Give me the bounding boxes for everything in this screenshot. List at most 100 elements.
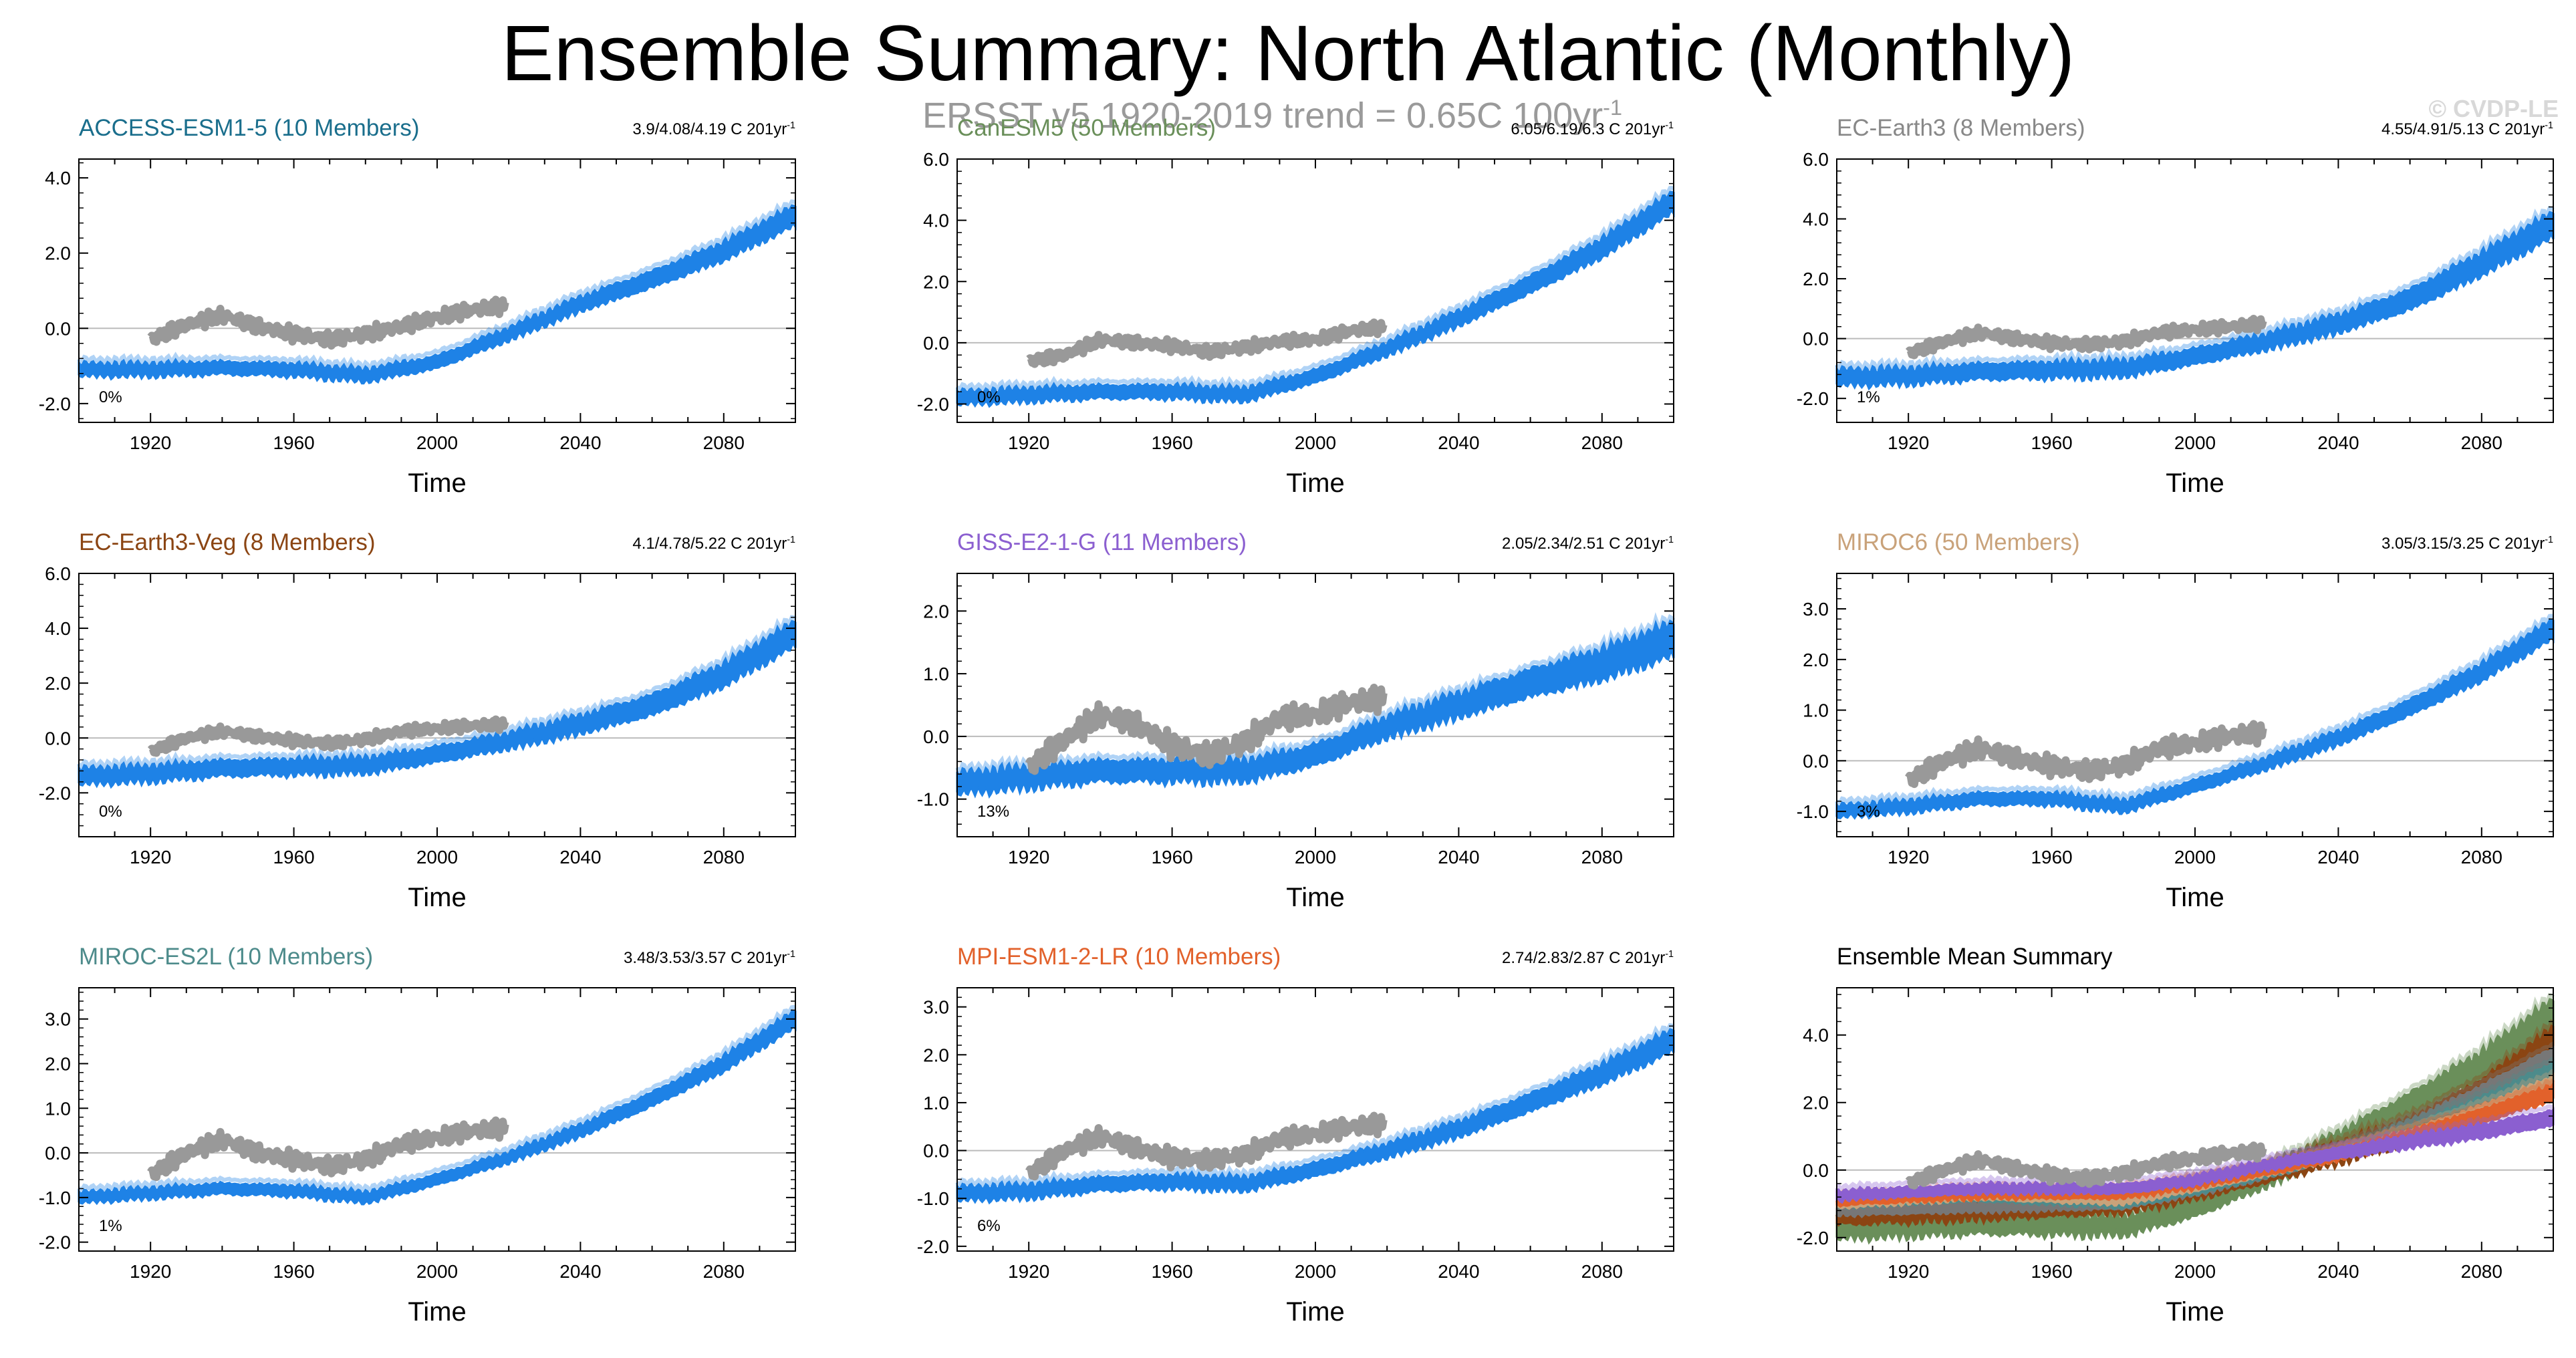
y-tick-label: 2.0 [923,601,949,622]
plot-area: 1920 1960 2000 2040 2080 -1.0 0.0 1.0 2.0 13% Time [917,573,1676,912]
y-tick-label: 0.0 [1803,751,1829,771]
series-ersst-v5 [1025,684,1388,775]
x-tick-label: 2080 [1581,847,1623,867]
y-tick-label: 1.0 [923,664,949,684]
series-ensemble-range [956,190,1675,408]
x-tick-label: 2000 [1295,847,1336,867]
plot-frame [956,573,1674,837]
plot-area: 1920 1960 2000 2040 2080 -2.0 -1.0 0.0 1.0 2.0 3.0… [39,987,797,1327]
x-tick-label: 1920 [130,847,171,867]
y-tick-label: -1.0 [39,1188,71,1208]
trend-label: 6.05/6.19/6.3 C 201yr-1 [1511,120,1674,139]
x-tick-label: 2000 [2174,432,2216,453]
x-tick-label: 2000 [416,1261,458,1282]
ensemble-spread [1836,1104,2555,1192]
x-tick-label: 2000 [1295,432,1336,453]
chart-panel: MPI-ESM1-2-LR (10 Members) 2.74/2.83/2.87… [917,944,1675,1354]
ensemble-spread [77,1004,796,1193]
y-tick-label: 6.0 [1803,149,1829,170]
percent-label: 1% [1857,388,1880,406]
x-axis-label: Time [1286,468,1344,498]
y-tick-label: -2.0 [917,394,949,415]
x-tick-label: 1960 [1151,847,1192,867]
chart-svg: 1920 1960 2000 2040 2080 -2.0 -1.0 0.0 1.0 2.0 3.0… [917,987,1675,1327]
x-tick-label: 1920 [1888,1261,1929,1282]
y-tick-label: 2.0 [1803,1093,1829,1113]
x-tick-label: 1920 [130,1261,171,1282]
y-tick-label: -2.0 [39,1232,71,1253]
y-tick-label: 4.0 [1803,1025,1829,1046]
x-tick-label: 2000 [416,847,458,867]
plot-area: 1920 1960 2000 2040 2080 -2.0 -1.0 0.0 1.0 2.0 3.0… [917,987,1675,1327]
series-ersst-v5 [1905,315,2267,360]
trend-label: 3.05/3.15/3.25 C 201yr-1 [2381,535,2553,553]
credit-watermark: © CVDP-LE [2428,95,2559,122]
x-tick-label: 1960 [1151,432,1192,453]
y-tick-label: -1.0 [917,789,949,810]
x-tick-label: 2080 [2461,1261,2502,1282]
y-tick-label: 2.0 [45,673,71,694]
x-tick-label: 2040 [1438,847,1479,867]
chart-title: ACCESS-ESM1-5 (10 Members) [79,115,420,141]
trend-value: 4.55/4.91/5.13 C 201yr [2381,120,2545,138]
trend-label: 4.55/4.91/5.13 C 201yr-1 [2381,120,2553,139]
x-tick-label: 1920 [1008,1261,1049,1282]
y-tick-label: 1.0 [1803,700,1829,721]
y-tick-label: 0.0 [45,1143,71,1164]
subtitle-text: ERSST v5 1920-2019 trend = 0.65C 100yr [922,96,1603,136]
trend-label: 2.05/2.34/2.51 C 201yr-1 [1502,535,1674,553]
y-tick-label: 3.0 [45,1009,71,1030]
chart-title: MIROC-ES2L (10 Members) [79,944,374,970]
y-tick-label: -2.0 [39,783,71,803]
x-tick-label: 2040 [1438,1261,1479,1282]
x-tick-label: 1920 [1008,847,1049,867]
y-tick-label: 3.0 [1803,599,1829,620]
series-ensemble-range [78,204,797,385]
ensemble-spread [1835,614,2555,806]
plot-area: 1920 1960 2000 2040 2080 -1.0 0.0 1.0 2.0 3.0 3% Ti… [1797,573,2555,912]
x-tick-label: 1960 [2031,432,2072,453]
x-tick-label: 2080 [1581,432,1623,453]
trend-superscript: -1 [2545,535,2553,545]
subtitle: ERSST v5 1920-2019 trend = 0.65C 100yr-1 [922,95,1622,136]
trend-superscript: -1 [787,949,795,960]
y-tick-label: 2.0 [45,243,71,264]
percent-label: 13% [977,803,1009,821]
chart-title: EC-Earth3-Veg (8 Members) [79,529,376,555]
x-tick-label: 2040 [1438,432,1479,453]
x-tick-label: 2040 [559,847,601,867]
series-ersst-v5 [147,295,509,350]
x-tick-label: 1960 [273,1261,314,1282]
x-tick-label: 1920 [1008,432,1049,453]
trend-superscript: -1 [787,120,795,131]
y-tick-label: -1.0 [1797,801,1829,822]
x-tick-label: 1920 [130,432,171,453]
x-axis-label: Time [408,1297,466,1327]
ensemble-spread [955,186,1675,393]
percent-label: 1% [99,1217,122,1235]
y-tick-label: 2.0 [923,271,949,292]
x-tick-label: 1960 [273,432,314,453]
y-tick-label: 2.0 [1803,269,1829,289]
x-tick-label: 1960 [273,847,314,867]
chart-svg: 1920 1960 2000 2040 2080 -2.0 -1.0 0.0 1.0 2.0 3.0… [39,987,797,1327]
y-tick-label: -2.0 [917,1236,949,1257]
chart-svg: 1920 1960 2000 2040 2080 -2.0 0.0 2.0 4.0 6.0 0% Ti… [39,563,797,912]
x-tick-label: 2040 [2317,847,2359,867]
chart-title: MIROC6 (50 Members) [1837,529,2080,555]
x-tick-label: 2000 [1295,1261,1336,1282]
chart-svg: 1920 1960 2000 2040 2080 -2.0 0.0 2.0 4.0 6.0 1% Ti… [1797,149,2555,498]
chart-panel: MIROC6 (50 Members) 3.05/3.15/3.25 C 201y… [1797,529,2555,940]
ensemble-spread [955,1023,1675,1189]
trend-superscript: -1 [1665,535,1674,545]
percent-label: 3% [1857,803,1880,821]
x-tick-label: 1960 [2031,1261,2072,1282]
x-tick-label: 1960 [1151,1261,1192,1282]
chart-title: MPI-ESM1-2-LR (10 Members) [957,944,1281,970]
trend-label: 3.9/4.08/4.19 C 201yr-1 [632,120,795,139]
y-tick-label: 4.0 [45,618,71,639]
x-axis-label: Time [408,468,466,498]
plot-frame [78,573,796,837]
y-tick-label: 0.0 [45,728,71,749]
